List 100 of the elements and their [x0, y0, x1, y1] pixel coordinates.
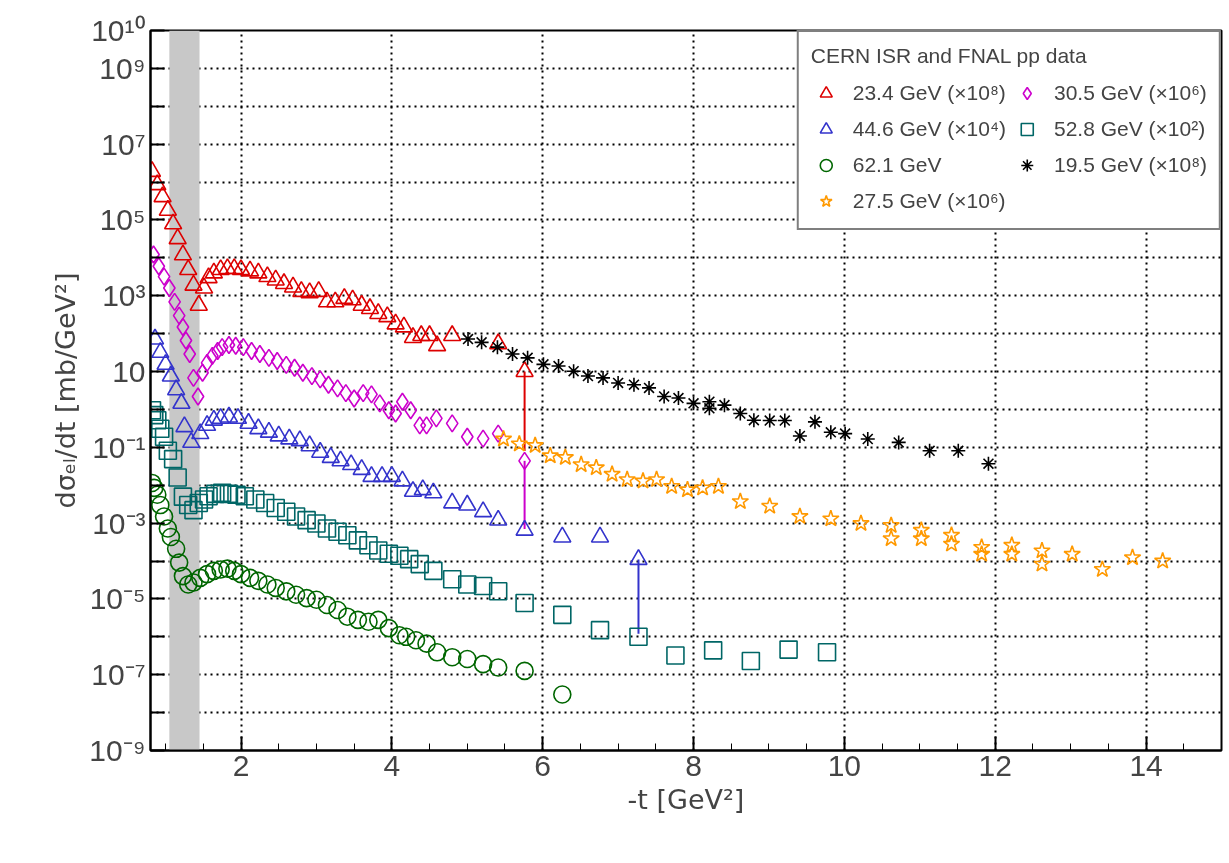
point [837, 425, 853, 442]
point [406, 631, 426, 650]
point [153, 186, 172, 203]
point [173, 487, 193, 506]
point [276, 582, 296, 601]
point [328, 522, 347, 542]
point [417, 634, 436, 653]
point [205, 346, 219, 366]
point [550, 358, 567, 374]
point [292, 280, 311, 298]
point [515, 661, 534, 681]
point [283, 276, 303, 293]
point [746, 412, 762, 429]
point [1033, 541, 1051, 559]
point [262, 348, 276, 368]
point [158, 519, 178, 538]
point [196, 363, 210, 383]
point [488, 581, 508, 601]
point [389, 404, 403, 423]
point [1063, 544, 1082, 562]
point [678, 480, 697, 498]
point [791, 507, 809, 525]
point [211, 258, 230, 276]
point [595, 370, 611, 386]
point [348, 610, 368, 630]
point [218, 559, 237, 578]
point [204, 409, 224, 426]
y-tick-label: 10 [112, 355, 146, 389]
point [228, 407, 248, 425]
point [172, 306, 186, 325]
point [258, 575, 277, 594]
point [266, 498, 285, 518]
point [173, 244, 193, 261]
point [656, 388, 672, 405]
point [179, 331, 193, 350]
point [181, 431, 201, 449]
point [882, 529, 901, 547]
point [172, 392, 191, 410]
point [457, 649, 477, 669]
point [460, 331, 476, 347]
point [152, 256, 166, 276]
point [859, 431, 876, 447]
point [890, 434, 907, 451]
x-tick-label: 4 [383, 748, 401, 782]
point [300, 282, 319, 299]
point [235, 487, 255, 506]
point [178, 258, 198, 276]
point [565, 363, 582, 380]
point [163, 213, 183, 230]
point [224, 561, 244, 581]
point [476, 429, 490, 448]
point [610, 375, 626, 391]
y-tick-label: 10⁵ [99, 203, 146, 237]
point [489, 339, 506, 355]
legend-label: 19.5 GeV (×10⁸) [1053, 153, 1207, 177]
point [386, 313, 405, 330]
point [494, 429, 513, 447]
point [184, 500, 203, 520]
point [310, 441, 330, 459]
y-tick-label: 10⁷ [101, 127, 146, 161]
point [163, 449, 183, 469]
point [269, 425, 289, 442]
point [1093, 560, 1112, 578]
point [231, 564, 251, 584]
point [166, 539, 186, 559]
point [204, 262, 224, 279]
point [321, 446, 341, 464]
point [942, 534, 961, 552]
point [360, 297, 380, 315]
point [572, 455, 591, 473]
point [373, 394, 387, 413]
point [266, 269, 285, 286]
point [343, 289, 362, 306]
point [173, 566, 193, 586]
point [317, 519, 337, 538]
point [240, 260, 260, 277]
point [300, 435, 319, 452]
point [158, 199, 178, 217]
point [184, 573, 203, 592]
point [246, 490, 265, 509]
point [211, 407, 230, 425]
point [852, 514, 870, 532]
y-tick-label: 10¹⁰ [91, 14, 146, 47]
point [368, 610, 388, 630]
point [701, 400, 718, 417]
point [518, 451, 532, 471]
x-tick-label: 14 [1129, 748, 1163, 782]
point [980, 455, 997, 472]
point [356, 383, 370, 403]
point [515, 360, 534, 378]
point [701, 393, 718, 410]
point [732, 405, 749, 422]
point [190, 568, 210, 588]
point [535, 356, 552, 373]
point [420, 324, 439, 342]
x-tick-label: 2 [232, 748, 250, 782]
point [249, 418, 268, 435]
point [274, 272, 294, 290]
point [331, 379, 345, 398]
point [760, 496, 779, 514]
